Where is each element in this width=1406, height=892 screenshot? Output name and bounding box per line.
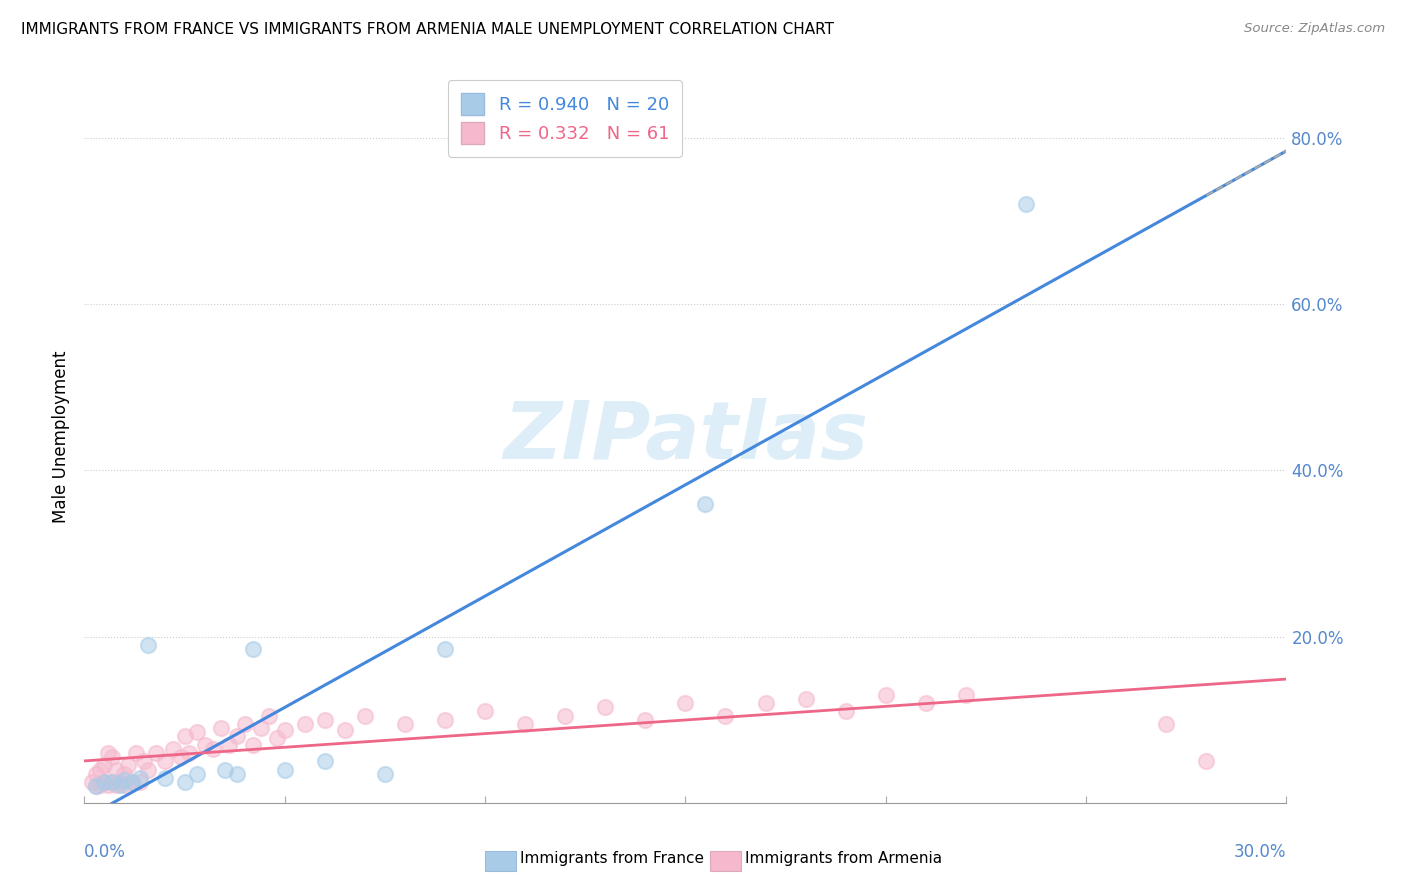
Text: Source: ZipAtlas.com: Source: ZipAtlas.com <box>1244 22 1385 36</box>
Point <box>89 763 111 777</box>
Point <box>110 777 132 792</box>
Point <box>93 758 115 772</box>
Point <box>209 721 232 735</box>
Point <box>101 750 124 764</box>
Point <box>121 775 143 789</box>
Point <box>153 771 176 785</box>
Point <box>294 716 316 731</box>
Point <box>186 725 208 739</box>
Point <box>875 688 897 702</box>
Point <box>110 775 132 789</box>
Point <box>201 741 224 756</box>
Point <box>101 775 124 789</box>
Point <box>394 716 416 731</box>
Point <box>233 716 256 731</box>
Point <box>97 777 120 792</box>
Text: ZIPatlas: ZIPatlas <box>503 398 868 476</box>
Point <box>249 721 271 735</box>
Point <box>434 642 457 657</box>
Y-axis label: Male Unemployment: Male Unemployment <box>52 351 70 524</box>
Point <box>274 723 297 737</box>
Point <box>93 775 115 789</box>
Point <box>634 713 657 727</box>
Point <box>173 775 195 789</box>
Point <box>138 763 160 777</box>
Point <box>214 763 236 777</box>
Text: Immigrants from France: Immigrants from France <box>520 851 704 865</box>
Point <box>333 723 356 737</box>
Point <box>177 746 200 760</box>
Point <box>755 696 778 710</box>
Point <box>86 779 108 793</box>
Point <box>266 731 288 745</box>
Point <box>554 708 576 723</box>
Point <box>1156 716 1178 731</box>
Point <box>105 763 128 777</box>
Point <box>194 738 217 752</box>
Point <box>242 642 264 657</box>
Legend: R = 0.940   N = 20, R = 0.332   N = 61: R = 0.940 N = 20, R = 0.332 N = 61 <box>449 80 682 157</box>
Point <box>225 729 247 743</box>
Text: IMMIGRANTS FROM FRANCE VS IMMIGRANTS FROM ARMENIA MALE UNEMPLOYMENT CORRELATION : IMMIGRANTS FROM FRANCE VS IMMIGRANTS FRO… <box>21 22 834 37</box>
Point <box>955 688 977 702</box>
Point <box>314 713 336 727</box>
Point <box>125 746 148 760</box>
Text: Immigrants from Armenia: Immigrants from Armenia <box>745 851 942 865</box>
Point <box>354 708 377 723</box>
Point <box>169 750 191 764</box>
Point <box>242 738 264 752</box>
Text: 0.0%: 0.0% <box>84 843 127 861</box>
Point <box>675 696 697 710</box>
Point <box>162 741 184 756</box>
Point <box>129 775 152 789</box>
Point <box>915 696 938 710</box>
Point <box>82 775 104 789</box>
Point <box>595 700 617 714</box>
Point <box>89 777 111 792</box>
Point <box>86 779 108 793</box>
Point <box>434 713 457 727</box>
Point <box>101 775 124 789</box>
Point <box>1195 754 1218 768</box>
Point <box>173 729 195 743</box>
Point <box>121 775 143 789</box>
Point <box>515 716 537 731</box>
Point <box>105 777 128 792</box>
Point <box>225 766 247 780</box>
Point <box>117 758 139 772</box>
Point <box>114 766 135 780</box>
Point <box>186 766 208 780</box>
Point <box>274 763 297 777</box>
Point <box>314 754 336 768</box>
Point <box>114 777 135 792</box>
Point <box>134 754 156 768</box>
Point <box>97 746 120 760</box>
Point <box>86 766 108 780</box>
Point <box>138 638 160 652</box>
Point <box>474 705 496 719</box>
Point <box>145 746 167 760</box>
Point <box>218 738 240 752</box>
Point <box>257 708 280 723</box>
Point <box>1015 197 1038 211</box>
Point <box>714 708 737 723</box>
Point <box>794 692 817 706</box>
Point <box>374 766 396 780</box>
Point <box>93 775 115 789</box>
Point <box>114 772 135 787</box>
Point <box>695 497 717 511</box>
Point <box>129 771 152 785</box>
Point <box>835 705 858 719</box>
Point <box>153 754 176 768</box>
Text: 30.0%: 30.0% <box>1234 843 1286 861</box>
